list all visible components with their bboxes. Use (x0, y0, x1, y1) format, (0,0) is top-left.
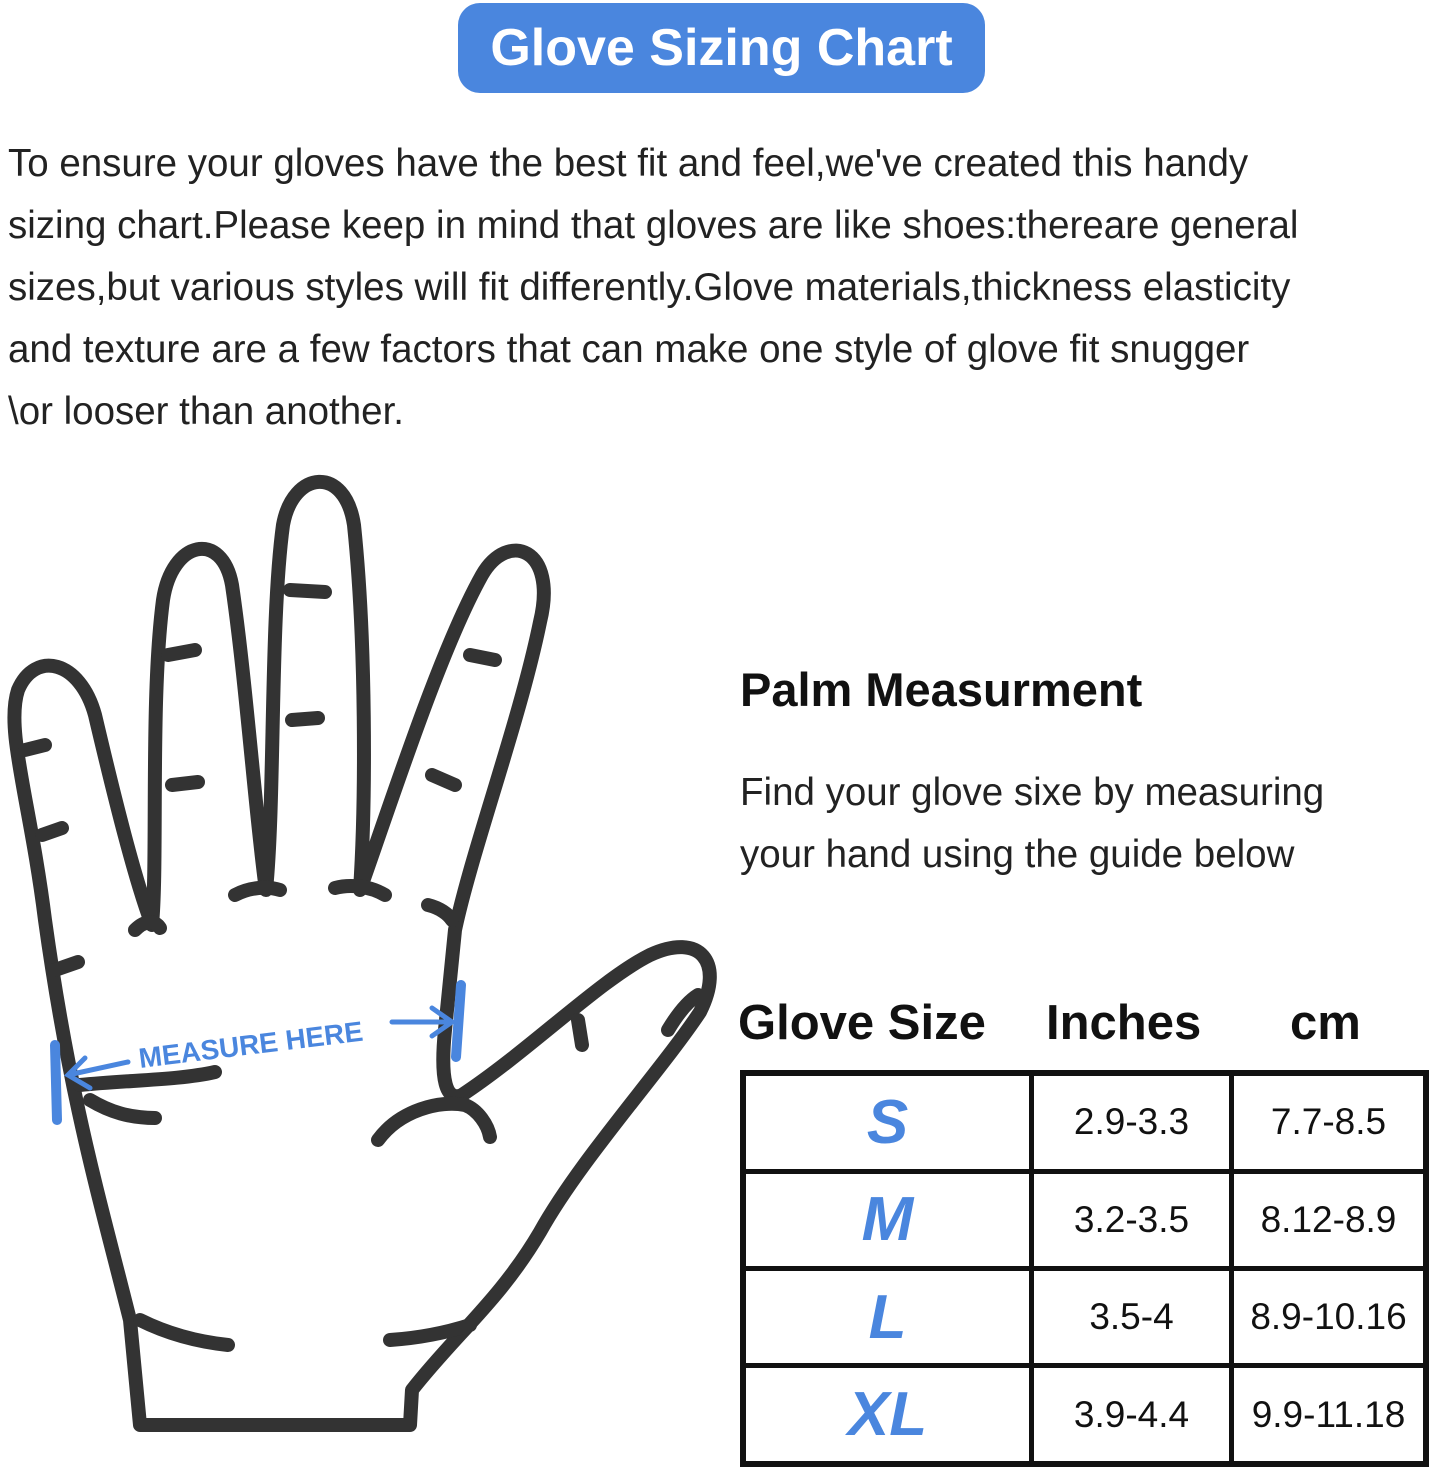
crease (165, 775, 205, 792)
crease (463, 648, 502, 667)
page-title: Glove Sizing Chart (458, 3, 985, 93)
size-cell: M (740, 1168, 1034, 1271)
size-cell: S (740, 1070, 1034, 1174)
arrow-right-icon (389, 1005, 457, 1039)
crease (285, 711, 325, 727)
crease (571, 1013, 589, 1052)
header-inches: Inches (1046, 996, 1202, 1050)
arrow-left-icon (63, 1055, 131, 1091)
palm-text-line: your hand using the guide below (740, 833, 1295, 876)
crease (133, 1313, 235, 1352)
measure-bar-right (451, 980, 466, 1062)
hand-outline (7, 474, 717, 1432)
crease (371, 1096, 497, 1147)
table-row: M 3.2-3.5 8.12-8.9 (740, 1168, 1429, 1271)
crease (283, 583, 332, 599)
table-row: S 2.9-3.3 7.7-8.5 (740, 1070, 1429, 1174)
crease (83, 1093, 162, 1125)
intro-line: sizing chart.Please keep in mind that gl… (8, 204, 1299, 247)
crease (328, 879, 392, 902)
hand-illustration: MEASURE HERE (7, 474, 717, 1432)
intro-line: \or looser than another. (8, 390, 404, 433)
header-cm: cm (1290, 996, 1361, 1050)
cm-cell: 8.9-10.16 (1229, 1265, 1429, 1369)
size-cell: XL (740, 1363, 1034, 1467)
header-glove-size: Glove Size (738, 996, 986, 1050)
measure-bar-left (50, 1040, 62, 1125)
intro-line: To ensure your gloves have the best fit … (8, 142, 1249, 185)
crease (128, 915, 167, 937)
crease (73, 1065, 222, 1092)
crease (18, 738, 52, 757)
intro-line: and texture are a few factors that can m… (8, 328, 1250, 371)
crease (228, 880, 287, 902)
crease (48, 955, 85, 977)
size-table: S 2.9-3.3 7.7-8.5 M 3.2-3.5 8.12-8.9 L 3… (740, 1070, 1429, 1467)
palm-text-line: Find your glove sixe by measuring (740, 771, 1325, 814)
crease (383, 1318, 477, 1347)
palm-measurement-title: Palm Measurment (740, 663, 1143, 716)
crease (425, 768, 462, 792)
table-row: L 3.5-4 8.9-10.16 (740, 1265, 1429, 1369)
measure-label: MEASURE HERE (137, 1016, 365, 1074)
palm-measurement-text: Find your glove sixe by measuring your h… (740, 762, 1324, 886)
crease (35, 821, 69, 842)
inches-cell: 3.5-4 (1029, 1265, 1234, 1369)
table-row: XL 3.9-4.4 9.9-11.18 (740, 1363, 1429, 1467)
cm-cell: 8.12-8.9 (1229, 1168, 1429, 1271)
crease (421, 898, 459, 927)
crease (661, 988, 705, 1037)
inches-cell: 3.2-3.5 (1029, 1168, 1234, 1271)
intro-line: sizes,but various styles will fit differ… (8, 266, 1291, 309)
cm-cell: 9.9-11.18 (1229, 1363, 1429, 1467)
inches-cell: 2.9-3.3 (1029, 1070, 1234, 1174)
inches-cell: 3.9-4.4 (1029, 1363, 1234, 1467)
crease (161, 643, 202, 662)
cm-cell: 7.7-8.5 (1229, 1070, 1429, 1174)
intro-paragraph: To ensure your gloves have the best fit … (8, 133, 1438, 443)
size-cell: L (740, 1265, 1034, 1369)
